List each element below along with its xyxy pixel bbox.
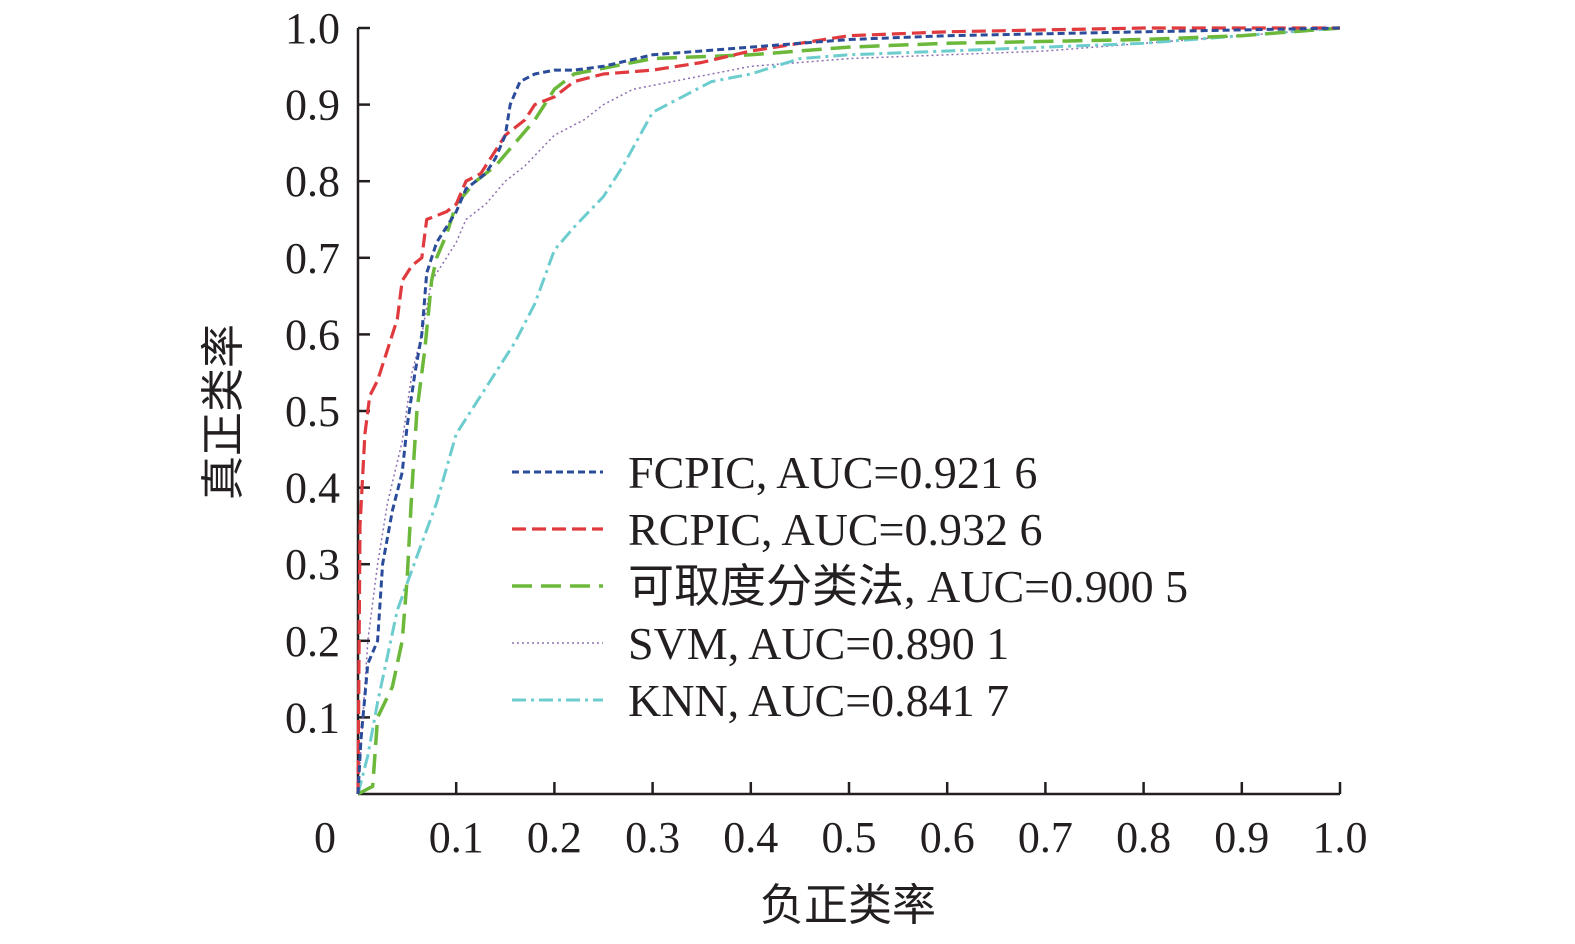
y-tick-label: 0.1 [285, 693, 340, 742]
x-tick-label: 0.4 [723, 813, 778, 862]
y-tick-label: 0.2 [285, 617, 340, 666]
y-tick-label: 0.6 [285, 310, 340, 359]
legend-label-2: 可取度分类法, AUC=0.900 5 [628, 561, 1188, 612]
x-tick-label: 0.8 [1116, 813, 1171, 862]
legend: FCPIC, AUC=0.921 6 RCPIC, AUC=0.932 6 可取度分… [512, 447, 1188, 726]
y-axis-label: 真正类率 [198, 324, 249, 500]
x-tick-label: 0.2 [527, 813, 582, 862]
x-tick-label: 0.3 [625, 813, 680, 862]
x-tick-label: 0.9 [1214, 813, 1269, 862]
series-line-0 [356, 26, 1341, 795]
legend-label-0: FCPIC, AUC=0.921 6 [628, 447, 1037, 498]
x-tick-label: 0.6 [920, 813, 975, 862]
legend-label-1: RCPIC, AUC=0.932 6 [628, 504, 1042, 555]
x-tick-label: 0.5 [822, 813, 877, 862]
series-line-4 [356, 26, 1341, 795]
legend-label-4: KNN, AUC=0.841 7 [628, 675, 1009, 726]
y-tick-label: 0.9 [285, 81, 340, 130]
series-line-1 [356, 26, 1340, 795]
series-lines [356, 26, 1341, 796]
x-tick-label: 1.0 [1313, 813, 1368, 862]
y-tick-label: 0.8 [285, 157, 340, 206]
x-axis-label: 负正类率 [760, 880, 936, 931]
y-tick-label: 0.5 [285, 387, 340, 436]
series-line-3 [357, 27, 1341, 795]
x-tick-label: 0 [314, 813, 336, 862]
legend-label-3: SVM, AUC=0.890 1 [628, 618, 1009, 669]
y-tick-label: 0.4 [285, 464, 340, 513]
y-tick-label: 1.0 [285, 4, 340, 53]
x-tick-label: 0.7 [1018, 813, 1073, 862]
y-tick-label: 0.3 [285, 540, 340, 589]
y-tick-label: 0.7 [285, 234, 340, 283]
ticks: 0 0.1 0.2 0.3 0.4 0.5 0.6 0.7 0.8 0.9 1.0 0.1 0.2 0.3… [285, 4, 1368, 862]
x-tick-label: 0.1 [429, 813, 484, 862]
